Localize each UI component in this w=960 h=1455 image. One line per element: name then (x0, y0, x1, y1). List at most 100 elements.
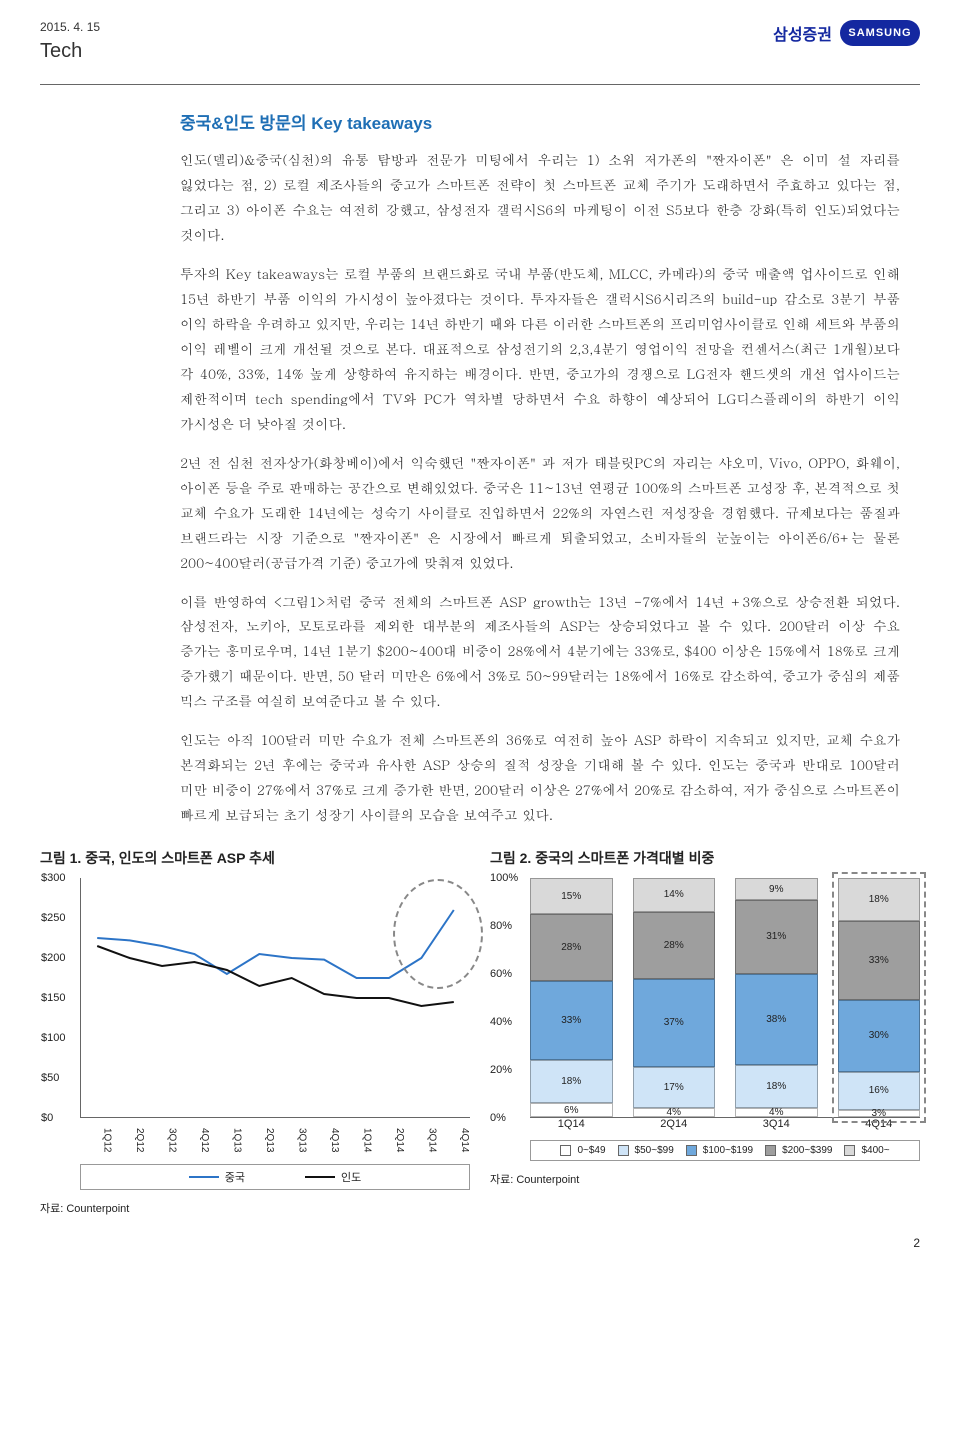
chart-1-xlabel: 2Q14 (373, 1118, 406, 1158)
chart-1-block: 그림 1. 중국, 인도의 스마트폰 ASP 추세 $0$50$100$150$… (40, 848, 470, 1216)
paragraph-5: 인도는 아직 100달러 미만 수요가 전체 스마트폰의 36%로 여전히 높아… (180, 728, 900, 828)
legend-label: 0~$49 (577, 1145, 605, 1156)
legend-line-swatch (305, 1176, 335, 1178)
chart-1-xlabel: 1Q14 (340, 1118, 373, 1158)
legend-square-swatch (560, 1145, 571, 1156)
paragraph-2: 투자의 Key takeaways는 로컬 부품의 브랜드화로 국내 부품(반도… (180, 262, 900, 437)
chart-2-ylabel: 0% (490, 1112, 506, 1124)
chart-1-series-line (97, 910, 454, 978)
chart-2-ylabel: 40% (490, 1016, 512, 1028)
chart-2-ylabel: 20% (490, 1064, 512, 1076)
chart-1-xlabel: 1Q13 (210, 1118, 243, 1158)
chart-1-ylabel: $300 (41, 872, 65, 884)
chart-2-bar-segment: 18% (735, 1065, 818, 1108)
legend-line-swatch (189, 1176, 219, 1178)
charts-row: 그림 1. 중국, 인도의 스마트폰 ASP 추세 $0$50$100$150$… (40, 848, 920, 1216)
chart-2-bar-column: 4%17%37%28%14% (633, 878, 716, 1117)
chart-1-xlabel: 2Q13 (243, 1118, 276, 1158)
chart-1-xlabel: 3Q13 (275, 1118, 308, 1158)
legend-square-swatch (686, 1145, 697, 1156)
chart-1-legend-item: 인도 (305, 1169, 361, 1185)
samsung-logo: SAMSUNG (840, 20, 920, 46)
paragraph-4: 이를 반영하여 <그림1>처럼 중국 전체의 스마트폰 ASP growth는 … (180, 590, 900, 715)
chart-1-plot: $0$50$100$150$200$250$300 (80, 878, 470, 1118)
chart-1-xlabel: 4Q14 (438, 1118, 471, 1158)
chart-2-bar-segment: 3% (838, 1110, 921, 1117)
chart-1-ylabel: $200 (41, 952, 65, 964)
chart-1-xlabel: 3Q14 (405, 1118, 438, 1158)
chart-2-xlabel: 3Q14 (735, 1118, 818, 1130)
chart-2-bar-segment: 28% (530, 914, 613, 981)
chart-1-legend: 중국 인도 (80, 1164, 470, 1190)
chart-1-ylabel: $0 (41, 1112, 53, 1124)
page-number: 2 (40, 1236, 920, 1250)
chart-2-legend-item: 0~$49 (560, 1145, 605, 1156)
chart-1-xlabel: 3Q12 (145, 1118, 178, 1158)
chart-2-block: 그림 2. 중국의 스마트폰 가격대별 비중 0% 20% 40% 60% 80% 100… (490, 848, 920, 1216)
chart-2-legend-item: $200~$399 (765, 1145, 832, 1156)
chart-2-bar-segment: 17% (633, 1067, 716, 1108)
chart-1-xlabel: 1Q12 (80, 1118, 113, 1158)
chart-1-source: 자료: Counterpoint (40, 1200, 470, 1216)
legend-label: 인도 (341, 1169, 361, 1185)
header-underline (40, 84, 920, 85)
chart-1-ylabel: $50 (41, 1072, 59, 1084)
legend-label: $50~$99 (635, 1145, 674, 1156)
legend-label: $200~$399 (782, 1145, 832, 1156)
chart-2-bar-segment: 6% (530, 1103, 613, 1117)
chart-1-ylabel: $250 (41, 912, 65, 924)
chart-1-ylabel: $100 (41, 1032, 65, 1044)
chart-2-bar-segment: 18% (530, 1060, 613, 1103)
chart-2-bar-segment: 4% (633, 1108, 716, 1118)
chart-2-bar-segment: 28% (633, 912, 716, 979)
chart-2-legend: 0~$49 $50~$99 $100~$199 $200~$399 $400~ (530, 1140, 920, 1161)
chart-2-legend-item: $50~$99 (618, 1145, 674, 1156)
legend-square-swatch (844, 1145, 855, 1156)
chart-2-bar-segment: 33% (530, 981, 613, 1060)
chart-2-ylabel: 80% (490, 920, 512, 932)
chart-2-xlabel: 2Q14 (633, 1118, 716, 1130)
chart-2-xaxis: 1Q14 2Q14 3Q14 4Q14 (530, 1118, 920, 1130)
chart-2-bar-segment: 18% (838, 878, 921, 921)
chart-2-source: 자료: Counterpoint (490, 1171, 920, 1187)
logo-area: 삼성증권 SAMSUNG (773, 20, 920, 46)
chart-2-bar-segment: 33% (838, 921, 921, 1000)
chart-1-xlabel: 4Q12 (178, 1118, 211, 1158)
chart-2-bar-segment: 15% (530, 878, 613, 914)
chart-2-ylabel: 100% (490, 872, 518, 884)
chart-2-ylabel: 60% (490, 968, 512, 980)
chart-1-ylabel: $150 (41, 992, 65, 1004)
chart-1-xlabel: 4Q13 (308, 1118, 341, 1158)
chart-1-legend-item: 중국 (189, 1169, 245, 1185)
chart-2-bar-segment: 14% (633, 878, 716, 911)
chart-2-plot: 0%20%40%60%80%100%6%18%33%28%15%4%17%37%… (530, 878, 920, 1118)
section-title: 중국&인도 방문의 Key takeaways (180, 109, 900, 134)
chart-2-bar-column: 3%16%30%33%18% (838, 878, 921, 1117)
chart-2-legend-item: $400~ (844, 1145, 889, 1156)
legend-square-swatch (618, 1145, 629, 1156)
chart-2-bar-segment: 38% (735, 974, 818, 1065)
chart-2-bar-segment: 31% (735, 900, 818, 974)
chart-2-bar-column: 6%18%33%28%15% (530, 878, 613, 1117)
legend-label: $400~ (861, 1145, 889, 1156)
main-content: 중국&인도 방문의 Key takeaways 인도(델리)&중국(심천)의 유… (180, 109, 900, 828)
chart-2-bar-segment: 30% (838, 1000, 921, 1072)
chart-2-xlabel: 4Q14 (838, 1118, 921, 1130)
chart-2-legend-item: $100~$199 (686, 1145, 753, 1156)
chart-2-title: 그림 2. 중국의 스마트폰 가격대별 비중 (490, 848, 920, 868)
legend-square-swatch (765, 1145, 776, 1156)
chart-1-title: 그림 1. 중국, 인도의 스마트폰 ASP 추세 (40, 848, 470, 868)
legend-label: 중국 (225, 1169, 245, 1185)
legend-label: $100~$199 (703, 1145, 753, 1156)
paragraph-1: 인도(델리)&중국(심천)의 유통 탐방과 전문가 미팅에서 우리는 1) 소위… (180, 148, 900, 248)
chart-2-bar-segment: 9% (735, 878, 818, 900)
chart-2-bar-segment: 16% (838, 1072, 921, 1110)
chart-1-xaxis: 1Q122Q123Q124Q121Q132Q133Q134Q131Q142Q14… (80, 1118, 470, 1158)
page-header: 2015. 4. 15 Tech 삼성증권 SAMSUNG (40, 20, 920, 80)
chart-2-bar-segment: 4% (735, 1108, 818, 1118)
chart-1-xlabel: 2Q12 (113, 1118, 146, 1158)
chart-2-bar-column: 4%18%38%31%9% (735, 878, 818, 1117)
chart-2-xlabel: 1Q14 (530, 1118, 613, 1130)
paragraph-3: 2년 전 심천 전자상가(화창베이)에서 익숙했던 "짠자이폰" 과 저가 태블… (180, 451, 900, 576)
chart-1-lines (81, 878, 470, 1117)
